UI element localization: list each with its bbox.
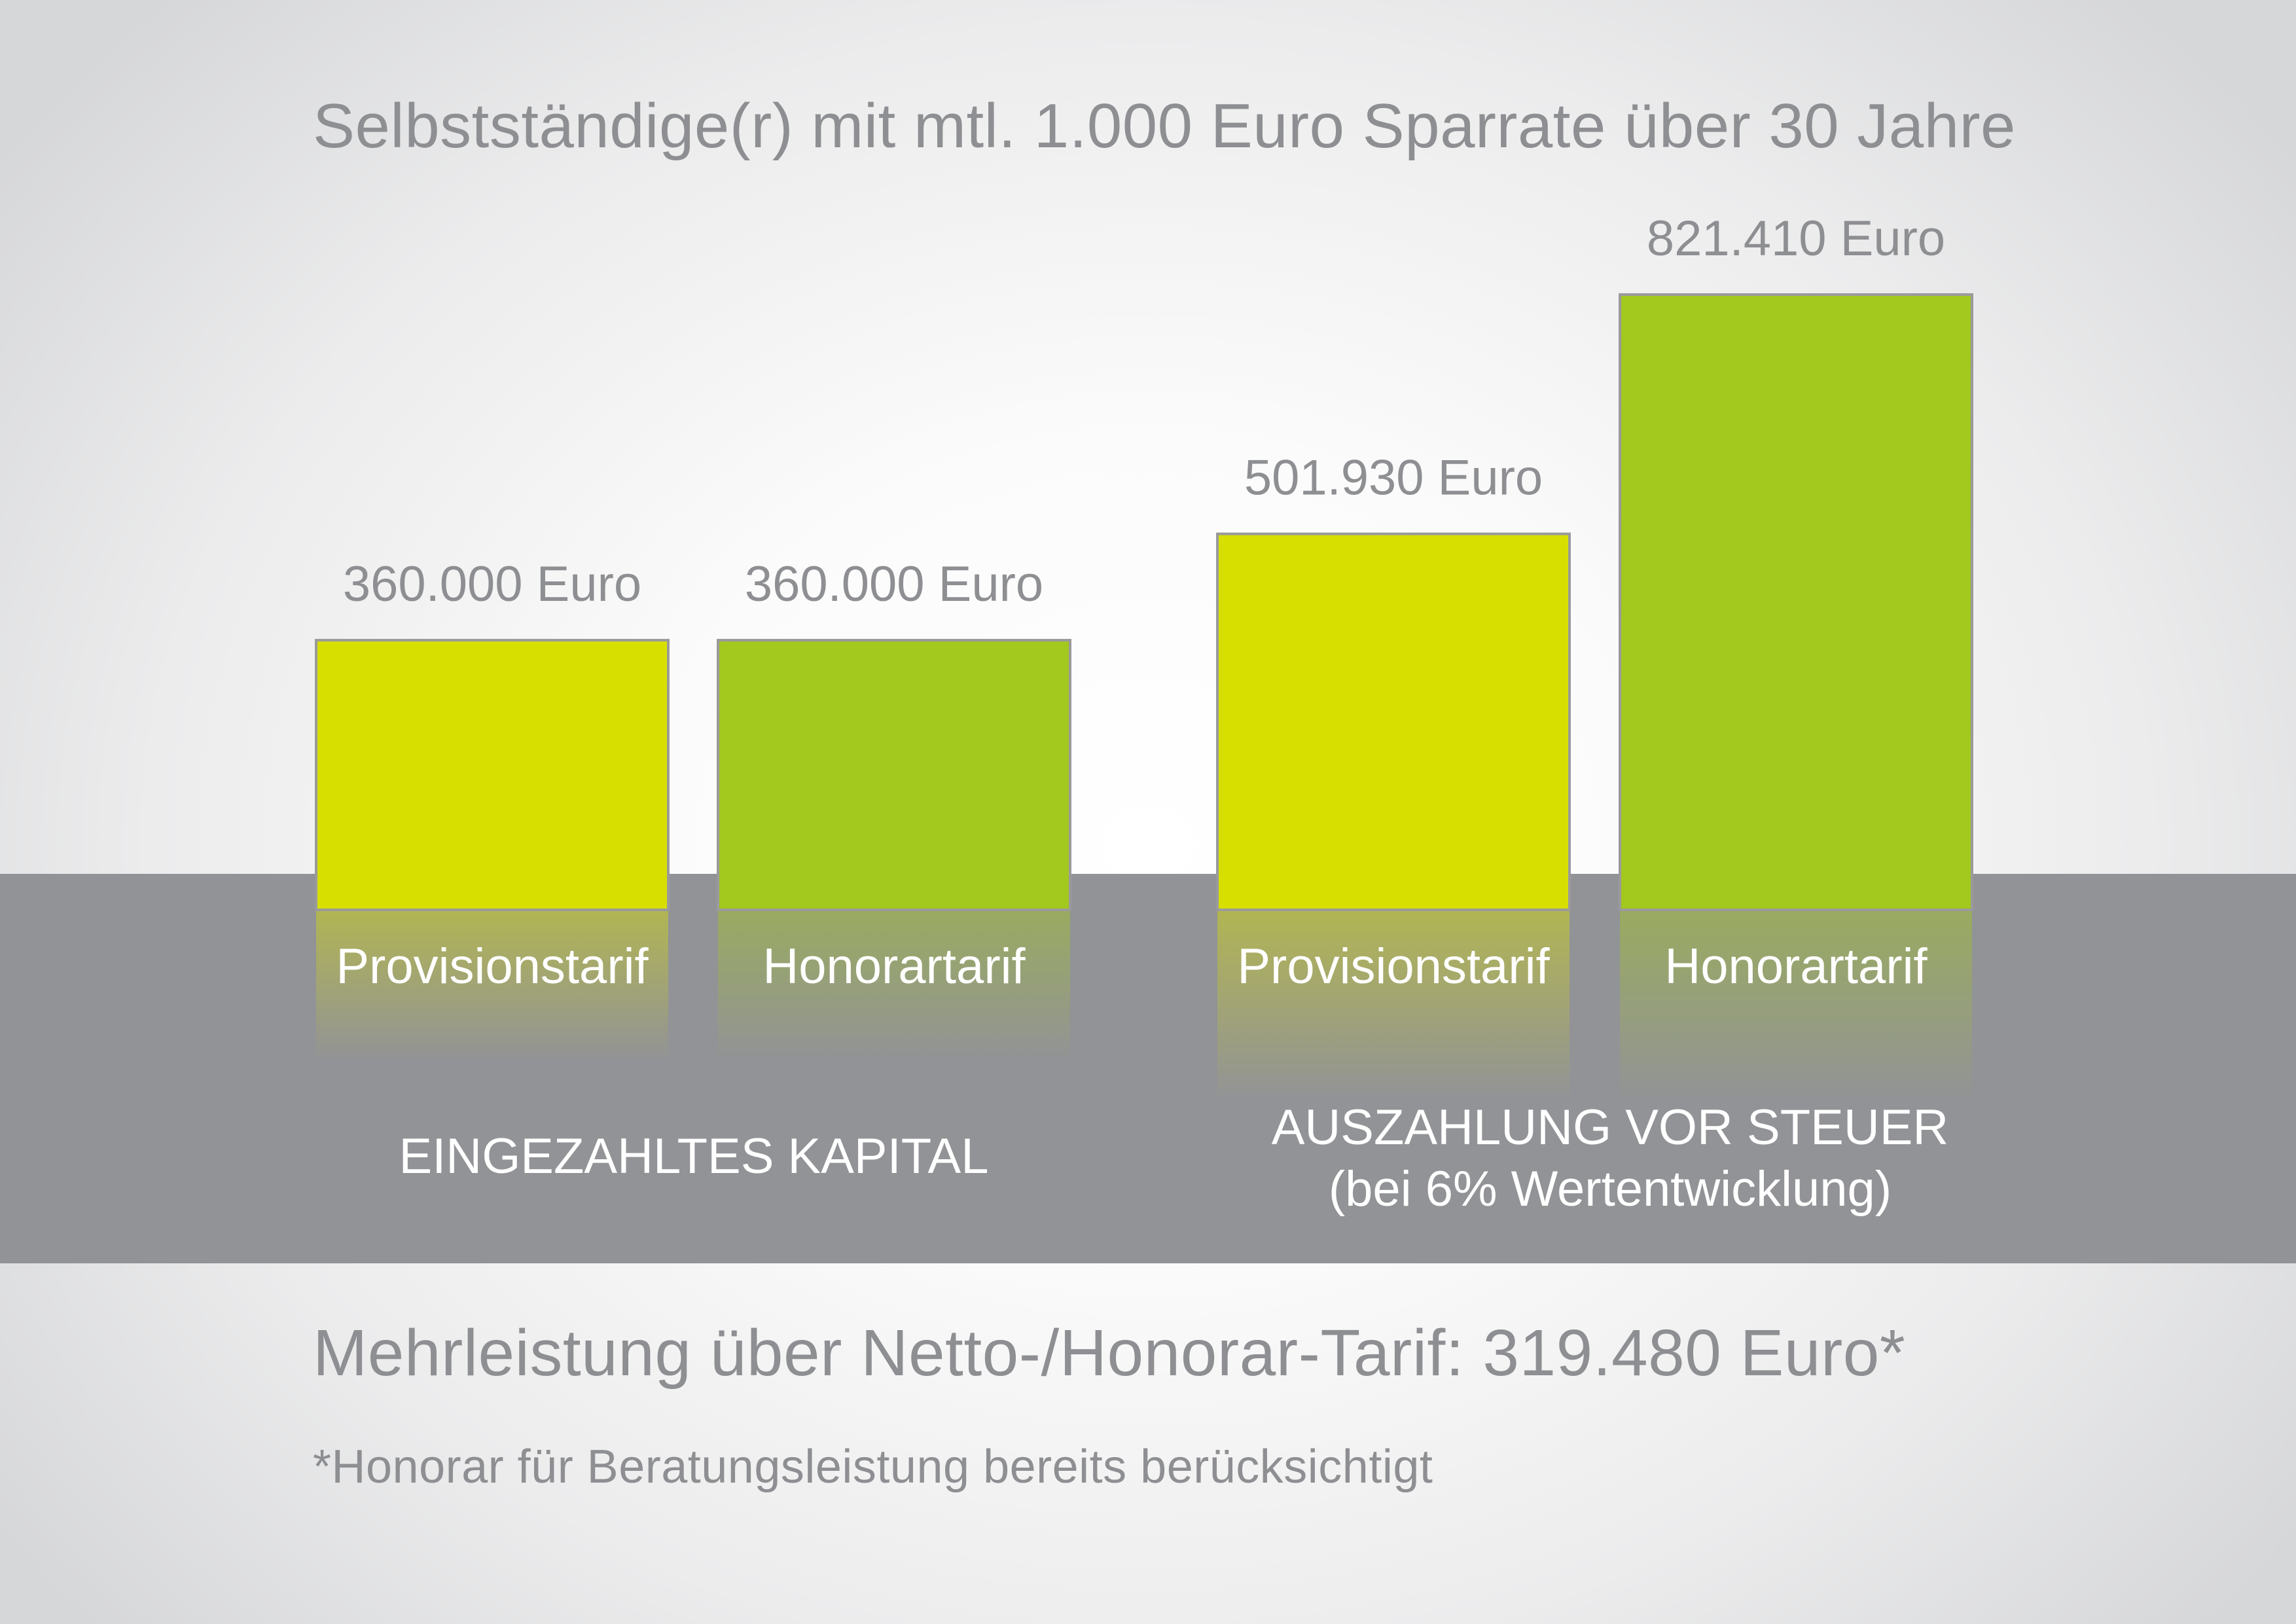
bar-value-label: 501.930 Euro — [1244, 450, 1543, 506]
group-sublabel: (bei 6% Wertentwicklung) — [1329, 1161, 1892, 1217]
bar-value-label: 360.000 Euro — [343, 556, 641, 612]
bar — [1216, 532, 1571, 911]
bar-reflection — [316, 910, 668, 1060]
bar-value-label: 821.410 Euro — [1647, 211, 1945, 266]
category-label: Honorartarif — [1664, 939, 1928, 994]
group-label: AUSZAHLUNG VOR STEUER — [1272, 1100, 1949, 1155]
bar-reflection — [1217, 910, 1570, 1100]
bar-reflection — [718, 910, 1070, 1060]
bar — [717, 639, 1071, 911]
chart-title: Selbstständige(r) mit mtl. 1.000 Euro Sp… — [313, 91, 2016, 161]
summary-text: Mehrleistung über Netto-/Honorar-Tarif: … — [313, 1316, 1906, 1390]
category-label: Provisionstarif — [1237, 939, 1550, 994]
category-label: Provisionstarif — [336, 939, 649, 994]
footnote-text: *Honorar für Beratungsleistung bereits b… — [313, 1441, 1433, 1493]
group-label: EINGEZAHLTES KAPITAL — [399, 1128, 989, 1184]
bar — [315, 639, 670, 911]
bar-reflection — [1620, 910, 1972, 1100]
bar — [1619, 293, 1973, 911]
category-label: Honorartarif — [762, 939, 1026, 994]
bar-value-label: 360.000 Euro — [745, 556, 1043, 612]
